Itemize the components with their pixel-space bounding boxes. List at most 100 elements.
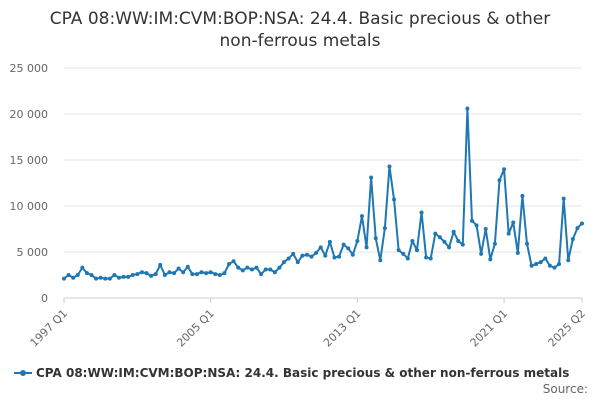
data-point[interactable] <box>277 265 282 270</box>
data-point[interactable] <box>139 270 144 275</box>
data-point[interactable] <box>286 256 291 261</box>
data-point[interactable] <box>190 272 195 277</box>
data-point[interactable] <box>566 258 571 263</box>
data-point[interactable] <box>355 238 360 243</box>
data-point[interactable] <box>199 270 204 275</box>
data-point[interactable] <box>259 272 264 277</box>
data-point[interactable] <box>552 265 557 270</box>
data-point[interactable] <box>167 270 172 275</box>
data-point[interactable] <box>346 246 351 251</box>
data-point[interactable] <box>130 273 135 277</box>
data-point[interactable] <box>89 273 94 277</box>
data-point[interactable] <box>506 231 511 236</box>
data-point[interactable] <box>103 276 108 281</box>
data-point[interactable] <box>414 248 419 253</box>
data-point[interactable] <box>208 270 213 275</box>
data-point[interactable] <box>323 253 328 258</box>
data-point[interactable] <box>557 261 562 266</box>
data-point[interactable] <box>300 253 305 258</box>
data-point[interactable] <box>231 259 236 264</box>
data-point[interactable] <box>162 273 167 277</box>
data-point[interactable] <box>341 242 346 247</box>
data-point[interactable] <box>373 236 378 241</box>
data-point[interactable] <box>176 266 181 271</box>
data-point[interactable] <box>144 271 149 276</box>
data-point[interactable] <box>291 251 296 256</box>
data-point[interactable] <box>378 258 383 263</box>
data-point[interactable] <box>515 250 520 255</box>
data-point[interactable] <box>117 275 122 280</box>
data-point[interactable] <box>428 256 433 261</box>
data-point[interactable] <box>580 221 584 226</box>
data-point[interactable] <box>359 214 364 219</box>
data-point[interactable] <box>520 193 525 198</box>
data-point[interactable] <box>153 272 158 277</box>
data-point[interactable] <box>194 272 199 277</box>
data-point[interactable] <box>62 276 66 281</box>
data-point[interactable] <box>327 239 332 244</box>
data-point[interactable] <box>204 271 209 276</box>
data-point[interactable] <box>547 263 552 268</box>
data-point[interactable] <box>529 263 534 268</box>
data-point[interactable] <box>401 251 406 256</box>
data-point[interactable] <box>497 178 502 183</box>
data-point[interactable] <box>236 265 241 270</box>
data-point[interactable] <box>524 241 529 246</box>
data-point[interactable] <box>71 275 76 280</box>
data-point[interactable] <box>405 256 410 261</box>
data-point[interactable] <box>575 226 580 231</box>
data-point[interactable] <box>245 265 250 270</box>
data-point[interactable] <box>337 254 342 259</box>
data-point[interactable] <box>492 241 497 246</box>
data-point[interactable] <box>543 256 548 261</box>
legend[interactable]: CPA 08:WW:IM:CVM:BOP:NSA: 24.4. Basic pr… <box>14 366 569 380</box>
data-point[interactable] <box>66 273 71 277</box>
data-point[interactable] <box>314 250 319 255</box>
data-point[interactable] <box>227 261 232 266</box>
data-point[interactable] <box>135 272 140 277</box>
data-point[interactable] <box>126 274 131 279</box>
data-point[interactable] <box>213 272 218 277</box>
data-point[interactable] <box>249 267 254 272</box>
data-point[interactable] <box>474 223 479 228</box>
data-point[interactable] <box>268 267 273 272</box>
data-point[interactable] <box>460 242 465 247</box>
data-point[interactable] <box>295 260 300 265</box>
data-point[interactable] <box>392 197 397 202</box>
data-point[interactable] <box>185 264 190 269</box>
data-point[interactable] <box>433 231 438 236</box>
data-point[interactable] <box>217 273 222 277</box>
data-point[interactable] <box>149 273 154 278</box>
data-point[interactable] <box>465 106 470 111</box>
data-point[interactable] <box>382 226 387 231</box>
data-point[interactable] <box>332 255 337 260</box>
data-point[interactable] <box>112 273 117 277</box>
data-point[interactable] <box>158 262 163 267</box>
data-point[interactable] <box>98 275 103 280</box>
data-point[interactable] <box>304 252 309 257</box>
data-point[interactable] <box>75 273 80 277</box>
data-point[interactable] <box>396 248 401 253</box>
data-point[interactable] <box>80 265 85 270</box>
data-point[interactable] <box>309 254 314 259</box>
data-point[interactable] <box>387 164 392 169</box>
data-point[interactable] <box>107 276 112 281</box>
data-point[interactable] <box>181 270 186 275</box>
data-point[interactable] <box>424 255 429 260</box>
data-point[interactable] <box>272 270 277 275</box>
data-point[interactable] <box>469 218 474 223</box>
data-point[interactable] <box>254 265 259 270</box>
data-point[interactable] <box>479 251 484 256</box>
data-point[interactable] <box>511 220 516 225</box>
data-point[interactable] <box>456 238 461 243</box>
data-point[interactable] <box>369 175 374 180</box>
data-point[interactable] <box>534 261 539 266</box>
data-point[interactable] <box>364 245 369 250</box>
data-point[interactable] <box>410 238 415 243</box>
data-point[interactable] <box>263 267 268 272</box>
data-point[interactable] <box>94 276 99 281</box>
data-point[interactable] <box>538 260 543 265</box>
data-point[interactable] <box>561 196 566 201</box>
data-point[interactable] <box>222 271 227 276</box>
data-point[interactable] <box>451 229 456 234</box>
